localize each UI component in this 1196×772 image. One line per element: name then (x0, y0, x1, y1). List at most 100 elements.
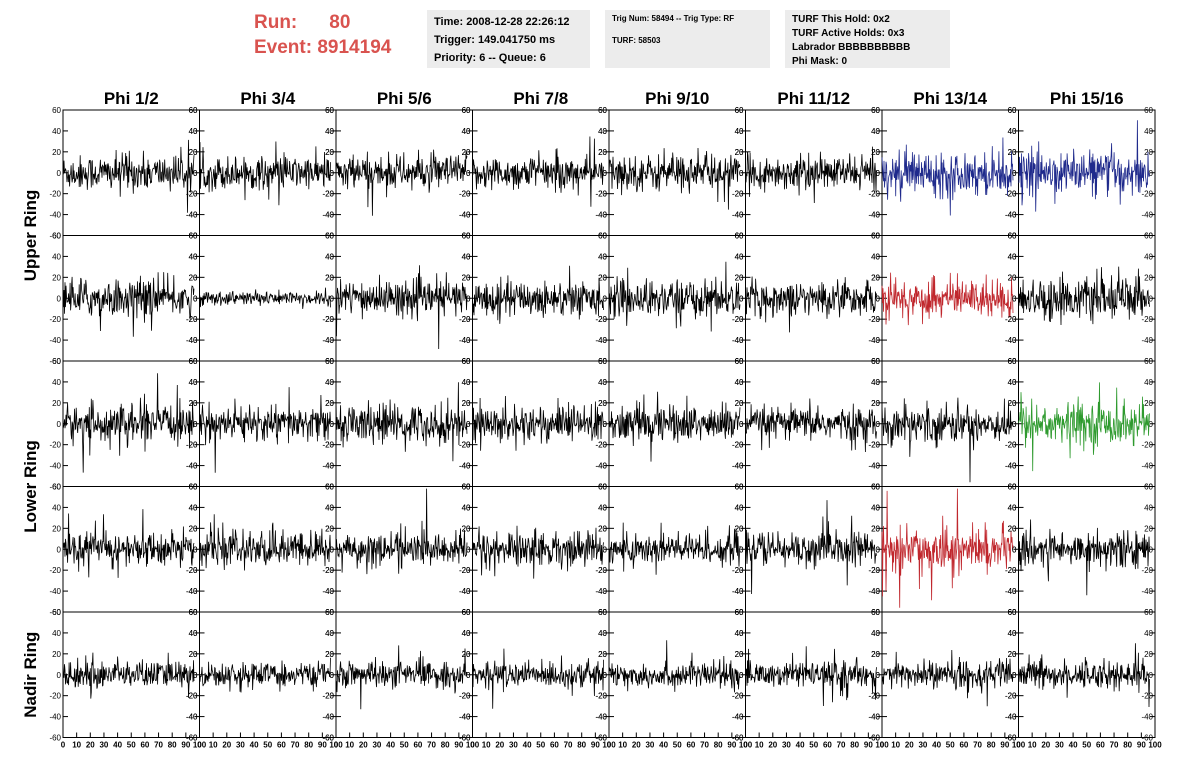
y-tick-label: -60 (49, 483, 61, 492)
y-tick-label: 0 (193, 671, 198, 680)
y-tick-label: 0 (193, 545, 198, 554)
y-tick-label: -20 (459, 315, 471, 324)
y-tick-label: 60 (462, 608, 471, 617)
column-label: Phi 13/14 (913, 89, 987, 108)
x-tick-label: 20 (632, 741, 641, 750)
y-tick-label: -40 (868, 211, 880, 220)
y-tick-label: -20 (49, 566, 61, 575)
y-tick-label: 0 (603, 545, 608, 554)
waveform-trace (472, 136, 604, 207)
y-tick-label: 0 (330, 420, 335, 429)
x-tick-label: 70 (564, 741, 573, 750)
y-tick-label: 0 (739, 420, 744, 429)
y-tick-label: 60 (462, 232, 471, 241)
y-tick-label: 60 (871, 357, 880, 366)
y-tick-label: -40 (322, 211, 334, 220)
y-tick-label: 20 (735, 273, 744, 282)
x-tick-label: 60 (959, 741, 968, 750)
y-tick-label: 20 (1008, 399, 1017, 408)
x-tick-label: 10 (72, 741, 81, 750)
x-tick-label: 60 (686, 741, 695, 750)
y-tick-label: 60 (735, 608, 744, 617)
y-tick-label: 20 (735, 399, 744, 408)
y-tick-label: -20 (595, 315, 607, 324)
waveform-trace (199, 657, 331, 693)
y-tick-label: 0 (603, 420, 608, 429)
y-tick-label: 0 (603, 420, 608, 429)
column-label: Phi 15/16 (1050, 89, 1124, 108)
trig-num-line: Trig Num: 58494 -- Trig Type: RF (612, 14, 735, 23)
y-tick-label: -40 (732, 587, 744, 596)
y-tick-label: -40 (459, 713, 471, 722)
y-tick-label: -40 (459, 211, 471, 220)
waveform-trace (745, 276, 877, 333)
y-tick-label: -20 (595, 566, 607, 575)
y-tick-label: 20 (325, 148, 334, 157)
y-tick-label: 60 (325, 608, 334, 617)
y-tick-label: 60 (598, 608, 607, 617)
y-tick-label: -40 (868, 462, 880, 471)
y-tick-label: 20 (871, 273, 880, 282)
x-tick-label: 80 (168, 741, 177, 750)
waveform-trace (1018, 382, 1150, 472)
column-label: Phi 7/8 (513, 89, 568, 108)
y-tick-label: 40 (598, 378, 607, 387)
y-tick-label: -20 (732, 315, 744, 324)
y-tick-label: -20 (322, 190, 334, 199)
y-tick-label: -40 (459, 587, 471, 596)
y-tick-label: 0 (466, 671, 471, 680)
y-tick-label: -40 (459, 462, 471, 471)
waveform-trace (62, 652, 195, 699)
y-tick-label: 40 (1008, 629, 1017, 638)
x-tick-label: 70 (291, 741, 300, 750)
x-tick-label: 0 (607, 741, 612, 750)
y-tick-label: 60 (462, 357, 471, 366)
x-tick-label: 10 (618, 741, 627, 750)
y-tick-label: 40 (598, 503, 607, 512)
x-tick-label: 80 (714, 741, 723, 750)
y-tick-label: 40 (598, 127, 607, 136)
y-tick-label: -40 (1141, 462, 1153, 471)
y-tick-label: 60 (189, 357, 198, 366)
y-tick-label: 40 (462, 127, 471, 136)
y-tick-label: -40 (1005, 336, 1017, 345)
y-tick-label: -40 (322, 336, 334, 345)
waveform-trace (881, 488, 1014, 608)
waveform-trace (335, 382, 468, 462)
y-tick-label: -20 (868, 692, 880, 701)
run-value: 80 (329, 12, 351, 33)
y-tick-label: 60 (598, 106, 607, 115)
y-tick-label: -20 (868, 190, 880, 199)
y-tick-label: -20 (732, 566, 744, 575)
y-tick-label: 20 (598, 148, 607, 157)
y-tick-label: 20 (598, 148, 607, 157)
waveform-panel: -60 -60 -40 -40 -20 -20 0 0 20 20 40 40 60 60 0 10 20 30 4… (186, 608, 343, 750)
x-tick-label: 50 (1082, 741, 1091, 750)
y-tick-label: 40 (735, 503, 744, 512)
run-line: Run: 80 (254, 10, 424, 35)
y-tick-label: -40 (732, 713, 744, 722)
column-label: Phi 5/6 (377, 89, 432, 108)
y-tick-label: -20 (868, 441, 880, 450)
y-tick-label: 20 (1008, 524, 1017, 533)
y-tick-label: 20 (189, 524, 198, 533)
y-tick-label: -40 (868, 713, 880, 722)
y-tick-label: 40 (871, 378, 880, 387)
y-tick-label: 60 (735, 483, 744, 492)
y-tick-label: 40 (735, 378, 744, 387)
y-tick-label: 40 (871, 252, 880, 261)
y-tick-label: 0 (739, 420, 744, 429)
waveform-panel: -60 -60 -40 -40 -20 -20 0 0 20 20 40 40 60 60 0 10 20 30 4… (459, 608, 616, 750)
labrador-line: Labrador BBBBBBBBBB (792, 42, 911, 53)
y-tick-label: 40 (598, 629, 607, 638)
y-tick-label: -40 (322, 211, 334, 220)
waveform-trace (199, 387, 331, 473)
y-tick-label: -20 (732, 190, 744, 199)
y-tick-label: 20 (52, 524, 61, 533)
waveform-trace (199, 287, 331, 309)
